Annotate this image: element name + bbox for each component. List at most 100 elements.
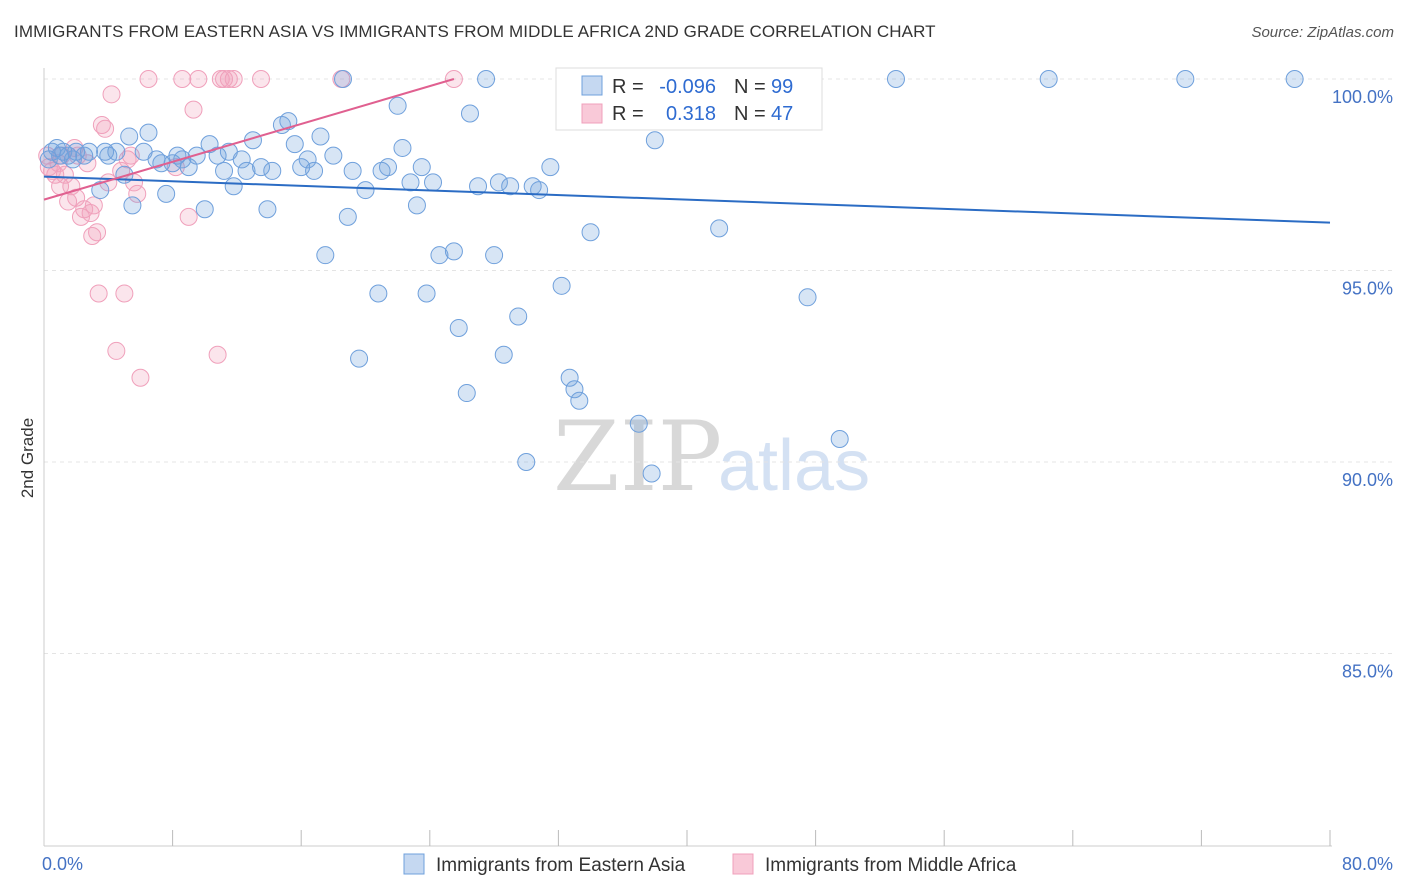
trendline-eastern-asia	[43, 175, 1331, 224]
trendline-middle-africa	[43, 78, 455, 201]
middle-africa-point-31	[173, 70, 192, 88]
middle-africa-point-29	[139, 70, 158, 88]
eastern-asia-point-77	[560, 368, 579, 387]
eastern-asia-point-88	[710, 219, 729, 238]
eastern-asia-point-60	[430, 246, 449, 265]
x-tick-label-0: 0.0%	[42, 854, 83, 874]
eastern-asia-point-69	[494, 345, 513, 364]
y-tick-label-1: 95.0%	[1342, 279, 1393, 299]
eastern-asia-point-38	[285, 135, 304, 154]
eastern-asia-point-30	[232, 150, 251, 169]
legend-n-value-2: 47	[771, 103, 793, 125]
middle-africa-point-18	[96, 119, 115, 138]
watermark-atlas: atlas	[718, 426, 870, 506]
eastern-asia-point-76	[552, 276, 571, 295]
eastern-asia-point-70	[501, 177, 520, 196]
eastern-asia-point-48	[350, 349, 369, 368]
eastern-asia-point-7	[80, 142, 99, 161]
middle-africa-point-14	[84, 196, 103, 215]
eastern-asia-point-96	[39, 150, 58, 169]
middle-africa-point-34	[189, 70, 208, 88]
legend-r-value-1: -0.096	[659, 76, 716, 98]
eastern-asia-point-58	[417, 284, 436, 303]
eastern-asia-point-72	[517, 453, 536, 471]
eastern-asia-point-74	[530, 181, 549, 200]
eastern-asia-point-92	[886, 70, 905, 88]
eastern-asia-point-31	[237, 161, 256, 180]
middle-africa-point-23	[115, 284, 134, 303]
legend-r-label-2: R =	[612, 103, 644, 125]
y-axis-title: 2nd Grade	[18, 418, 37, 498]
eastern-asia-point-53	[388, 96, 407, 115]
legend-swatch-pink	[581, 103, 603, 124]
middle-africa-point-16	[89, 284, 108, 303]
eastern-asia-point-65	[469, 177, 488, 196]
eastern-asia-point-47	[343, 161, 362, 180]
eastern-asia-point-80	[581, 223, 600, 242]
eastern-asia-point-46	[338, 207, 357, 226]
stats-legend: R = -0.096 N = 99 R = 0.318 N = 47	[555, 67, 823, 131]
eastern-asia-point-62	[449, 318, 468, 337]
middle-africa-point-38	[219, 70, 238, 88]
y-tick-label-2: 90.0%	[1342, 470, 1393, 490]
eastern-asia-point-91	[830, 430, 849, 449]
eastern-asia-point-54	[393, 138, 412, 157]
eastern-asia-point-75	[541, 158, 560, 177]
bottom-legend-label-1: Immigrants from Eastern Asia	[436, 855, 686, 876]
middle-africa-point-40	[252, 70, 271, 88]
legend-r-label-1: R =	[612, 76, 644, 98]
x-tick-label-1: 80.0%	[1342, 854, 1393, 874]
eastern-asia-point-55	[401, 173, 420, 192]
eastern-asia-point-27	[215, 161, 234, 180]
eastern-asia-point-35	[263, 161, 282, 180]
eastern-asia-point-93	[1039, 70, 1058, 88]
eastern-asia-point-97	[63, 150, 82, 169]
eastern-asia-point-86	[645, 131, 664, 150]
middle-africa-point-33	[184, 100, 203, 119]
middle-africa-point-28	[131, 368, 150, 387]
eastern-asia-point-44	[324, 146, 343, 165]
eastern-asia-point-68	[489, 173, 508, 192]
eastern-asia-point-83	[629, 414, 648, 433]
eastern-asia-point-64	[460, 104, 479, 123]
middle-africa-point-46	[83, 227, 102, 246]
middle-africa-point-39	[224, 70, 243, 88]
eastern-asia-point-63	[457, 384, 476, 403]
middle-africa-point-21	[107, 341, 126, 360]
series-eastern-asia-points	[39, 70, 1304, 483]
middle-africa-point-37	[215, 70, 234, 88]
eastern-asia-point-41	[305, 161, 324, 180]
eastern-asia-point-71	[509, 307, 528, 326]
eastern-asia-point-43	[316, 246, 335, 265]
eastern-asia-point-59	[424, 173, 443, 192]
bottom-legend-label-2: Immigrants from Middle Africa	[765, 855, 1017, 876]
eastern-asia-point-12	[120, 127, 139, 146]
middle-africa-point-32	[179, 207, 198, 226]
middle-africa-point-5	[55, 165, 74, 184]
eastern-asia-point-26	[208, 146, 227, 165]
legend-swatch-blue	[581, 75, 603, 96]
middle-africa-point-20	[102, 85, 121, 104]
middle-africa-point-35	[208, 345, 227, 364]
eastern-asia-point-90	[798, 288, 817, 307]
legend-n-value-1: 99	[771, 76, 793, 98]
eastern-asia-point-52	[379, 158, 398, 177]
y-tick-labels: 100.0% 95.0% 90.0% 85.0%	[1332, 87, 1393, 682]
bottom-legend-swatch-blue	[403, 853, 425, 875]
eastern-asia-point-61	[444, 242, 463, 261]
eastern-asia-point-13	[123, 196, 142, 215]
eastern-asia-point-57	[412, 158, 431, 177]
bottom-legend: Immigrants from Eastern Asia Immigrants …	[403, 853, 1017, 876]
source-label: Source: ZipAtlas.com	[1251, 24, 1394, 41]
y-tick-label-0: 100.0%	[1332, 87, 1393, 107]
eastern-asia-point-78	[565, 380, 584, 399]
watermark-zip: ZIP	[553, 401, 722, 513]
eastern-asia-point-33	[252, 158, 271, 177]
eastern-asia-point-15	[139, 123, 158, 142]
legend-n-label-1: N =	[734, 76, 766, 98]
middle-africa-point-2	[46, 165, 65, 184]
eastern-asia-point-37	[279, 112, 298, 131]
eastern-asia-point-29	[224, 177, 243, 196]
series-middle-africa-points	[38, 70, 463, 387]
eastern-asia-point-49	[356, 181, 375, 200]
